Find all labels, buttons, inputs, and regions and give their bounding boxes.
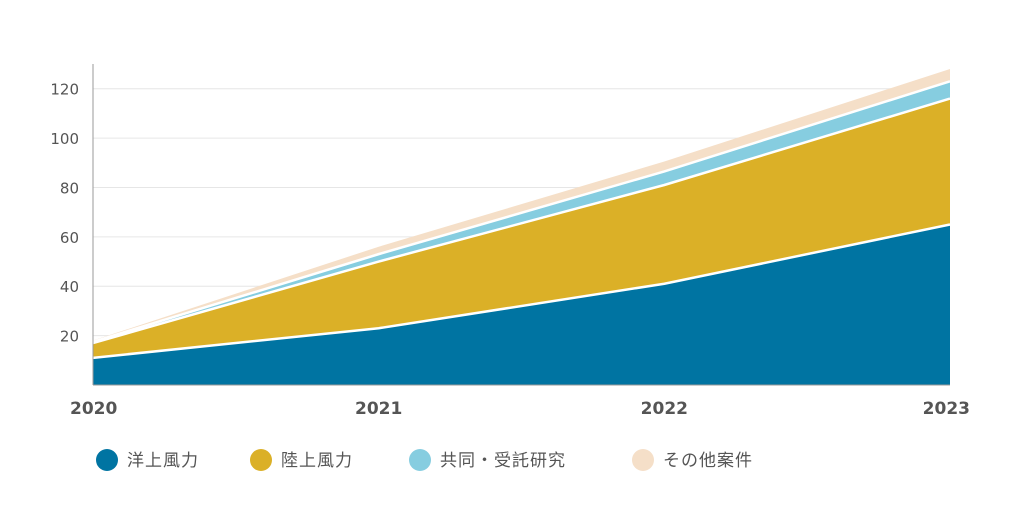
axes (92, 64, 950, 386)
legend-label: 陸上風力 (281, 451, 353, 471)
legend-swatch (632, 449, 654, 471)
y-tick-label: 60 (60, 229, 79, 247)
legend-label: 共同・受託研究 (440, 451, 566, 471)
legend-item: 共同・受託研究 (409, 449, 566, 471)
x-tick-label: 2020 (70, 399, 117, 419)
legend-label: 洋上風力 (127, 451, 199, 471)
x-tick-label: 2021 (355, 399, 402, 419)
area-series-3 (93, 81, 950, 344)
legend-swatch (96, 449, 118, 471)
y-tick-label: 80 (60, 179, 79, 197)
legend-swatch (250, 449, 272, 471)
series-boundary-3 (92, 80, 951, 343)
y-axis-ticks: 20 40 60 80 100 120 (50, 81, 79, 346)
y-tick-label: 20 (60, 328, 79, 346)
series-boundary-1 (92, 223, 951, 360)
legend-label: その他案件 (663, 451, 753, 471)
x-tick-label: 2022 (641, 399, 688, 419)
legend-item: その他案件 (632, 449, 753, 471)
area-series (92, 68, 951, 385)
area-series-4 (93, 68, 950, 342)
y-tick-label: 120 (50, 81, 79, 99)
x-axis-ticks: 2020 2021 2022 2023 (70, 399, 970, 419)
area-series-1 (93, 224, 950, 385)
legend-swatch (409, 449, 431, 471)
x-tick-label: 2023 (923, 399, 970, 419)
legend: 洋上風力 陸上風力 共同・受託研究 その他案件 (96, 449, 753, 471)
legend-item: 陸上風力 (250, 449, 353, 471)
legend-item: 洋上風力 (96, 449, 199, 471)
y-tick-label: 100 (50, 130, 79, 148)
series-boundary-2 (92, 97, 951, 345)
y-tick-label: 40 (60, 278, 79, 296)
